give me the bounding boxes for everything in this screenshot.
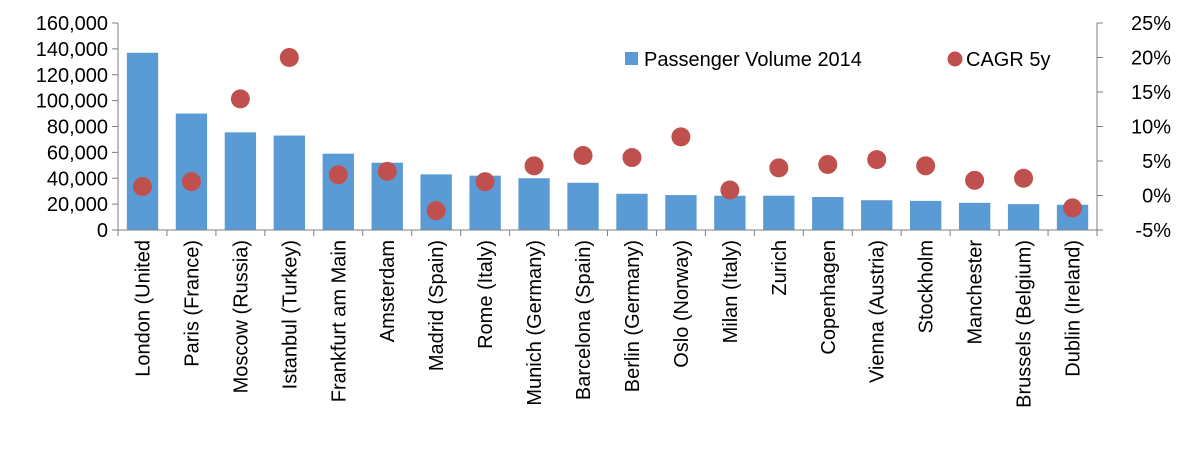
bar	[175, 113, 208, 230]
scatter-point	[916, 156, 936, 176]
scatter-point	[720, 180, 740, 200]
y-left-tick-label: 60,000	[47, 142, 108, 164]
y-right-tick-label: 20%	[1131, 48, 1171, 70]
bar	[714, 195, 746, 230]
scatter-point	[524, 156, 544, 176]
y-right-tick-label: 5%	[1142, 151, 1171, 173]
scatter-point	[328, 165, 348, 185]
category-label: Munich (Germany)	[524, 240, 546, 406]
y-left-tick-label: 120,000	[36, 65, 108, 87]
bar	[126, 52, 159, 230]
category-label: Dublin (Ireland)	[1063, 240, 1085, 377]
y-left-tick-label: 0	[97, 220, 108, 242]
legend-label-bar: Passenger Volume 2014	[644, 49, 862, 71]
category-labels: London (United Paris (France) Moscow (Russ…	[132, 240, 1084, 408]
category-label: Amsterdam	[377, 240, 399, 342]
left-axis-ticks: 0 20,000 40,000 60,000 80,000 100,000 120,000 1…	[36, 13, 118, 242]
legend-swatch-scatter	[947, 51, 963, 67]
y-left-tick-label: 20,000	[47, 194, 108, 216]
y-right-tick-label: 0%	[1142, 186, 1171, 208]
category-label: Rome (Italy)	[475, 240, 497, 349]
scatter-point	[1014, 168, 1034, 188]
scatter-point	[426, 201, 446, 221]
bar	[322, 153, 354, 230]
category-label: Moscow (Russia)	[230, 240, 252, 393]
bar	[567, 182, 599, 230]
y-right-tick-label: 25%	[1131, 13, 1171, 35]
bar	[958, 202, 991, 230]
scatter-series	[132, 48, 1083, 221]
bar	[665, 195, 697, 230]
category-label: Milan (Italy)	[720, 240, 742, 343]
category-label: Stockholm	[916, 240, 938, 333]
y-left-tick-label: 80,000	[47, 117, 108, 139]
scatter-point	[965, 170, 985, 190]
y-right-tick-label: 15%	[1131, 82, 1171, 104]
y-right-tick-label: 10%	[1131, 117, 1171, 139]
category-label: Istanbul (Turkey)	[279, 240, 301, 389]
y-left-tick-label: 140,000	[36, 39, 108, 61]
bar	[616, 193, 648, 230]
legend-swatch-bar	[625, 52, 638, 65]
y-left-tick-label: 100,000	[36, 91, 108, 113]
category-label: London (United	[132, 240, 154, 377]
right-axis-ticks: -5% 0% 5% 10% 15% 20% 25%	[1097, 13, 1171, 242]
scatter-point	[671, 127, 691, 147]
bar	[910, 200, 942, 230]
category-label: Frankfurt am Main	[328, 240, 350, 402]
bar-series	[126, 52, 1089, 230]
bar	[224, 132, 257, 230]
scatter-point	[377, 161, 397, 181]
bar	[763, 195, 795, 230]
category-label: Oslo (Norway)	[671, 240, 693, 368]
category-label: Paris (France)	[181, 240, 203, 367]
bar	[273, 135, 305, 230]
category-label: Copenhagen	[818, 240, 840, 355]
bar	[1007, 204, 1040, 230]
category-label: Madrid (Spain)	[426, 240, 448, 371]
legend: Passenger Volume 2014 CAGR 5y	[625, 49, 1050, 71]
y-left-tick-label: 160,000	[36, 13, 108, 35]
scatter-point	[818, 154, 838, 174]
category-label: Berlin (Germany)	[622, 240, 644, 392]
scatter-point	[230, 89, 250, 109]
scatter-point	[867, 150, 887, 170]
scatter-point	[1063, 198, 1083, 218]
scatter-point	[622, 148, 642, 168]
scatter-point	[573, 145, 593, 165]
y-left-tick-label: 40,000	[47, 168, 108, 190]
category-label: Vienna (Austria)	[867, 240, 889, 383]
category-label: Manchester	[965, 240, 987, 345]
legend-label-scatter: CAGR 5y	[966, 49, 1050, 71]
category-label: Brussels (Belgium)	[1014, 240, 1036, 408]
bar	[861, 200, 893, 230]
y-right-tick-label: -5%	[1135, 220, 1171, 242]
category-label: Zurich	[769, 240, 791, 296]
scatter-point	[181, 172, 201, 192]
category-label: Barcelona (Spain)	[573, 240, 595, 400]
scatter-point	[132, 177, 152, 197]
scatter-point	[769, 158, 789, 178]
scatter-point	[475, 172, 495, 192]
bar	[518, 178, 550, 230]
scatter-point	[279, 48, 299, 67]
bar	[812, 197, 844, 230]
